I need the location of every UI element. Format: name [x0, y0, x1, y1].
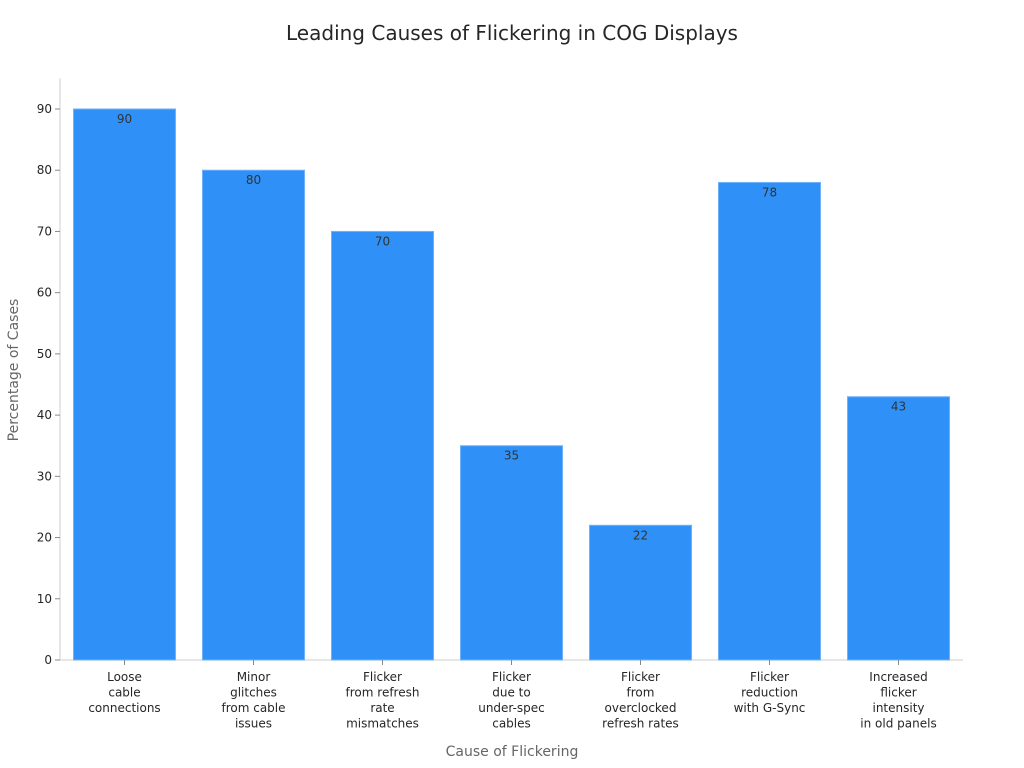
x-axis-label: Cause of Flickering: [446, 744, 579, 760]
bar: [589, 524, 692, 661]
x-tick-label: Flicker from overclocked refresh rates: [602, 670, 679, 731]
bar: [460, 445, 563, 661]
x-tick-label: Flicker reduction with G-Sync: [734, 670, 806, 715]
y-tick-label: 60: [37, 286, 52, 300]
chart-title: Leading Causes of Flickering in COG Disp…: [286, 21, 738, 45]
x-tick-label: Minor glitches from cable issues: [221, 670, 285, 731]
bar: [202, 169, 305, 661]
y-tick-label: 40: [37, 408, 52, 422]
bar: [847, 396, 950, 661]
data-label: 35: [504, 449, 519, 463]
y-tick-label: 80: [37, 163, 52, 177]
data-label: 80: [246, 173, 261, 187]
data-label: 90: [117, 112, 132, 126]
y-tick-label: 30: [37, 469, 52, 483]
x-tick-label: Flicker from refresh rate mismatches: [346, 670, 420, 731]
data-label: 78: [762, 185, 777, 199]
y-tick-label: 50: [37, 347, 52, 361]
y-tick-label: 0: [44, 653, 52, 667]
bar: [718, 181, 821, 661]
data-label: 22: [633, 528, 648, 542]
y-tick-label: 10: [37, 592, 52, 606]
x-tick-label: Increased flicker intensity in old panels: [860, 670, 936, 731]
bar: [331, 230, 434, 661]
data-label: 43: [891, 400, 906, 414]
bar: [73, 108, 176, 661]
y-tick-label: 20: [37, 531, 52, 545]
y-axis-label: Percentage of Cases: [6, 299, 22, 442]
x-tick-label: Loose cable connections: [88, 670, 160, 715]
y-tick-label: 70: [37, 224, 52, 238]
data-label: 70: [375, 234, 390, 248]
x-tick-label: Flicker due to under-spec cables: [478, 670, 545, 731]
y-tick-label: 90: [37, 102, 52, 116]
